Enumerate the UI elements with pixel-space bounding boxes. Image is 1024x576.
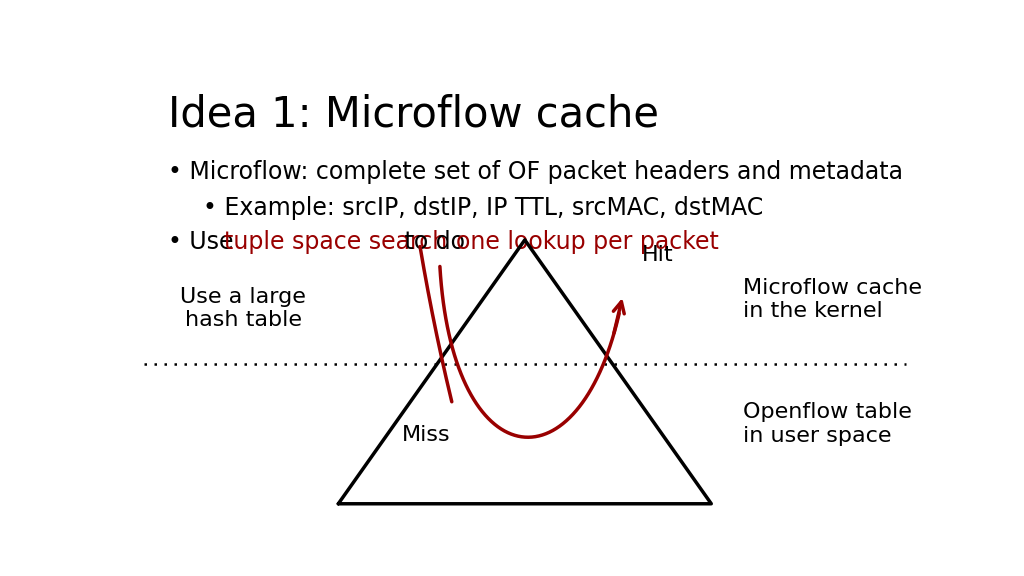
Text: • Use: • Use <box>168 230 241 253</box>
Text: • Example: srcIP, dstIP, IP TTL, srcMAC, dstMAC: • Example: srcIP, dstIP, IP TTL, srcMAC,… <box>204 195 764 219</box>
Text: Hit: Hit <box>642 244 674 264</box>
Text: Openflow table
in user space: Openflow table in user space <box>743 403 912 446</box>
Text: Use a large
hash table: Use a large hash table <box>180 287 306 330</box>
Text: one lookup per packet: one lookup per packet <box>456 230 719 253</box>
Text: Miss: Miss <box>401 425 451 445</box>
Text: • Microflow: complete set of OF packet headers and metadata: • Microflow: complete set of OF packet h… <box>168 160 903 184</box>
Text: tuple space search: tuple space search <box>224 230 447 253</box>
Text: Idea 1: Microflow cache: Idea 1: Microflow cache <box>168 93 658 135</box>
Text: to do: to do <box>397 230 473 253</box>
Text: Microflow cache
in the kernel: Microflow cache in the kernel <box>743 278 922 321</box>
